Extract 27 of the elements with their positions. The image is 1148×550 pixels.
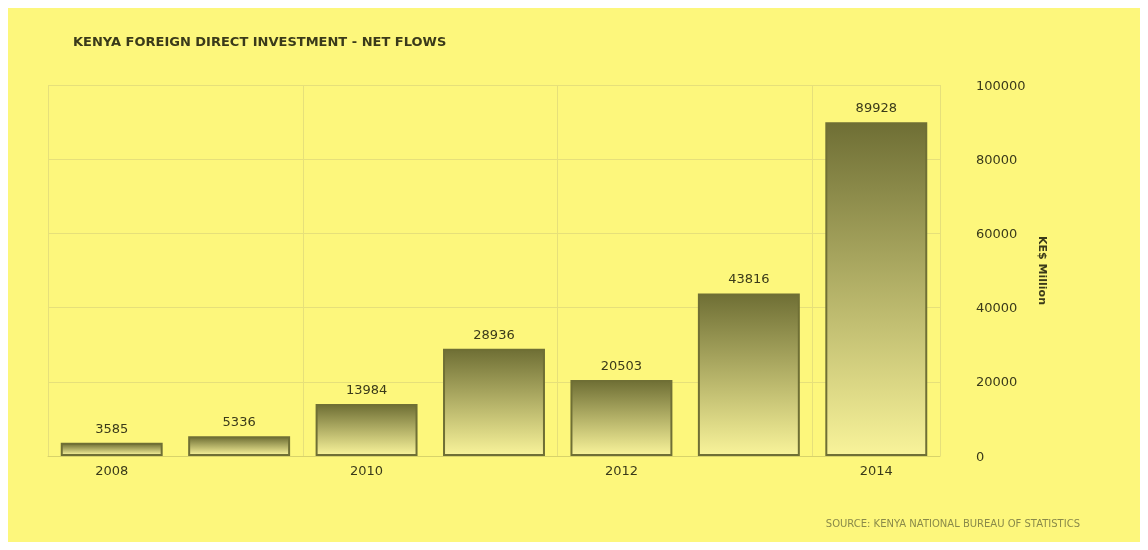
data-label: 20503 <box>600 357 643 373</box>
bar <box>443 348 545 456</box>
x-tick-label: 2008 <box>95 463 129 478</box>
chart-title: KENYA FOREIGN DIRECT INVESTMENT - NET FLOWS <box>73 34 447 49</box>
data-label: 89928 <box>855 100 897 116</box>
bar <box>60 442 163 456</box>
data-label: 3585 <box>95 420 129 436</box>
y-tick-label: 100000 <box>976 77 1026 93</box>
y-tick-label: 20000 <box>976 374 1018 390</box>
data-label: 5336 <box>222 414 256 430</box>
bar <box>825 122 928 456</box>
bar <box>697 293 800 456</box>
data-label: 28936 <box>473 326 515 342</box>
bar <box>570 379 673 456</box>
y-tick-label: 40000 <box>976 300 1018 316</box>
y-tick-label: 80000 <box>976 151 1018 167</box>
y-axis-title: KE$ Million <box>1035 236 1049 305</box>
data-label: 13984 <box>345 382 388 398</box>
x-tick-label: 2014 <box>859 463 893 478</box>
bar <box>315 404 418 456</box>
x-tick-label: 2010 <box>350 463 384 478</box>
y-tick-label: 60000 <box>976 225 1018 241</box>
x-tick-label: 2012 <box>604 463 638 478</box>
data-label: 43816 <box>728 271 770 287</box>
y-tick-label: 0 <box>976 448 985 464</box>
bar <box>188 436 291 456</box>
source-note: SOURCE: KENYA NATIONAL BUREAU OF STATISTICS <box>825 517 1080 529</box>
